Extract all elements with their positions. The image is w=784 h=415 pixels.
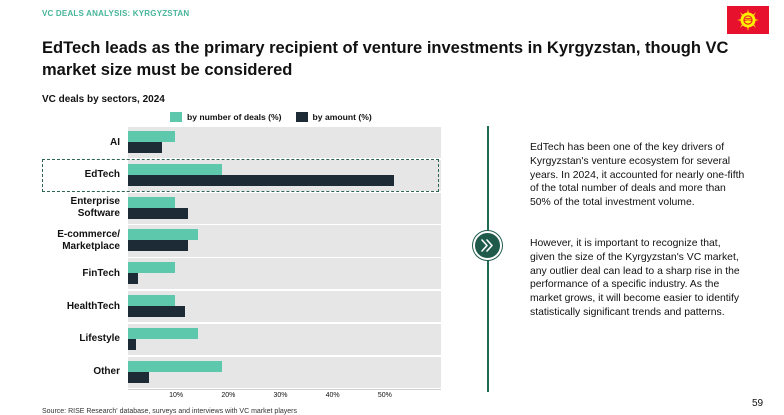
category-label-healthtech: HealthTech bbox=[66, 300, 120, 312]
bar-deals-lifestyle bbox=[128, 327, 199, 339]
bar-deals-healthtech bbox=[128, 295, 175, 306]
x-axis-line bbox=[128, 389, 441, 390]
bar-amount-enterprise-software bbox=[128, 207, 188, 219]
category-label-fintech: FinTech bbox=[82, 267, 120, 279]
bar-deals-ai bbox=[128, 131, 175, 142]
highlight-box-edtech bbox=[42, 158, 439, 193]
legend-item-deals: by number of deals (%) bbox=[170, 112, 282, 122]
chart-legend: by number of deals (%) by amount (%) bbox=[170, 112, 372, 122]
bar-deals-e-commerce-marketplace bbox=[128, 229, 199, 241]
legend-swatch-amount bbox=[295, 112, 308, 122]
source-note: Source: RISE Research' database, surveys… bbox=[42, 408, 298, 415]
legend-label-deals: by number of deals (%) bbox=[187, 112, 282, 122]
legend-item-amount: by amount (%) bbox=[295, 112, 372, 122]
kyrgyzstan-flag-icon bbox=[727, 6, 769, 34]
row-background-ai bbox=[128, 127, 441, 159]
double-chevron-right-icon bbox=[473, 231, 502, 260]
category-label-other: Other bbox=[93, 366, 120, 378]
bar-deals-edtech bbox=[128, 163, 222, 175]
page-title: EdTech leads as the primary recipient of… bbox=[42, 39, 729, 79]
category-label-edtech: EdTech bbox=[84, 169, 120, 181]
x-tick-label: 10% bbox=[169, 392, 184, 399]
bar-deals-enterprise-software bbox=[128, 196, 175, 208]
row-background-fintech bbox=[128, 258, 441, 290]
commentary-paragraph-1: EdTech has been one of the key drivers o… bbox=[530, 142, 745, 209]
bar-deals-other bbox=[128, 360, 222, 372]
commentary-paragraph-2: However, it is important to recognize th… bbox=[530, 238, 740, 318]
x-tick-label: 30% bbox=[273, 392, 288, 399]
category-label-e-commerce-marketplace: E-commerce/ Marketplace bbox=[57, 229, 120, 253]
legend-label-amount: by amount (%) bbox=[312, 112, 372, 122]
x-tick-label: 20% bbox=[221, 392, 236, 399]
x-tick-label: 50% bbox=[377, 392, 392, 399]
bar-amount-e-commerce-marketplace bbox=[128, 240, 188, 252]
category-label-lifestyle: Lifestyle bbox=[79, 333, 120, 345]
bar-amount-healthtech bbox=[128, 306, 186, 317]
category-label-enterprise-software: Enterprise Software bbox=[70, 196, 120, 220]
page-number: 59 bbox=[752, 398, 764, 409]
bar-amount-ai bbox=[128, 142, 162, 153]
bar-amount-lifestyle bbox=[128, 338, 136, 350]
bar-deals-fintech bbox=[128, 262, 175, 274]
section-kicker: VC DEALS ANALYSIS: KYRGYZSTAN bbox=[42, 9, 190, 18]
chart-title: VC deals by sectors, 2024 bbox=[42, 94, 165, 105]
bar-amount-fintech bbox=[128, 273, 139, 285]
category-label-ai: AI bbox=[110, 136, 120, 148]
bar-amount-other bbox=[128, 371, 149, 383]
x-tick-label: 40% bbox=[325, 392, 340, 399]
bar-amount-edtech bbox=[128, 174, 395, 186]
legend-swatch-deals bbox=[170, 112, 182, 122]
